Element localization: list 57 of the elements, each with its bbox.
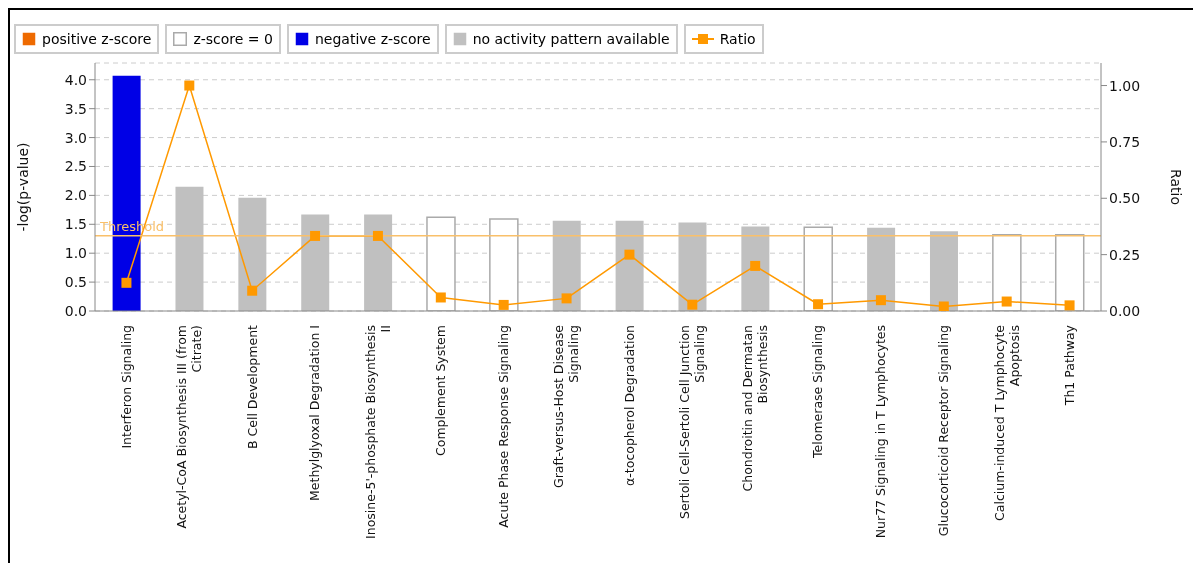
point bbox=[1001, 296, 1012, 307]
bar bbox=[1054, 233, 1085, 311]
y-tick-label: 1.5 bbox=[64, 216, 87, 233]
point bbox=[435, 292, 446, 303]
x-tick-label: Telomerase Signaling bbox=[810, 325, 826, 459]
bar bbox=[803, 226, 833, 311]
point bbox=[875, 295, 886, 306]
x-tick-label: Acetyl-CoA Biosynthesis III (from Citrate) bbox=[174, 325, 205, 529]
point bbox=[561, 293, 572, 304]
x-tick-label: Nur77 Signaling in T Lymphocytes bbox=[873, 325, 889, 539]
y-tick-label: 2.0 bbox=[64, 187, 87, 204]
x-tick-label: B Cell Development bbox=[244, 324, 260, 450]
point bbox=[372, 230, 383, 241]
x-tick-label: Glucocorticoid Receptor Signaling bbox=[936, 325, 952, 537]
bar bbox=[992, 233, 1022, 311]
point bbox=[1064, 300, 1075, 311]
y-axis-title: -log(p-value) bbox=[14, 142, 31, 232]
x-tick-label: Methylglyoxal Degradation I bbox=[307, 325, 323, 501]
x-tick-label: Calcium-induced T Lymphocyte Apoptosis bbox=[991, 324, 1022, 521]
point bbox=[498, 299, 509, 310]
y-tick-label: 4.0 bbox=[64, 71, 87, 88]
legend-label: Ratio bbox=[719, 31, 756, 47]
x-tick-label: Th1 Pathway bbox=[1061, 324, 1077, 407]
point bbox=[121, 277, 132, 288]
y2-axis-title: Ratio bbox=[1168, 169, 1185, 205]
point bbox=[624, 249, 635, 260]
point bbox=[750, 260, 761, 271]
y-tick-label: 2.5 bbox=[64, 158, 87, 175]
point bbox=[687, 299, 698, 310]
x-tick-label: Acute Phase Response Signaling bbox=[496, 325, 512, 528]
y-tick-label: 0.0 bbox=[64, 302, 87, 319]
y2-tick-label: 0.50 bbox=[1109, 190, 1141, 207]
legend-label: z-score = 0 bbox=[193, 31, 273, 47]
point bbox=[310, 230, 321, 241]
point bbox=[247, 285, 258, 296]
y2-tick-label: 0.00 bbox=[1109, 302, 1141, 319]
legend-label: positive z-score bbox=[42, 31, 152, 47]
y-tick-label: 1.0 bbox=[64, 245, 87, 262]
y-tick-label: 3.5 bbox=[64, 100, 87, 117]
point bbox=[184, 80, 195, 91]
y-tick-label: 0.5 bbox=[64, 274, 87, 291]
x-tick-label: Interferon Signaling bbox=[118, 325, 134, 449]
legend-label: no activity pattern available bbox=[472, 31, 670, 47]
x-tick-label: α-tocopherol Degradation bbox=[621, 325, 637, 486]
y2-tick-label: 0.25 bbox=[1109, 246, 1141, 263]
x-tick-label: Inosine-5'-phosphate Biosynthesis II bbox=[362, 325, 393, 539]
legend-label: negative z-score bbox=[314, 31, 431, 47]
point bbox=[938, 301, 949, 311]
y2-tick-label: 0.75 bbox=[1109, 133, 1141, 150]
y2-tick-label: 1.00 bbox=[1109, 77, 1141, 94]
y-tick-label: 3.0 bbox=[64, 129, 87, 146]
bar bbox=[426, 216, 456, 311]
point bbox=[813, 299, 824, 310]
x-tick-label: Graft-versus-Host Disease Signaling bbox=[551, 324, 582, 489]
bar bbox=[489, 218, 519, 311]
x-tick-label: Complement System bbox=[433, 325, 449, 456]
x-tick-label: Chondroitin and Dermatan Biosynthesis bbox=[740, 325, 771, 492]
